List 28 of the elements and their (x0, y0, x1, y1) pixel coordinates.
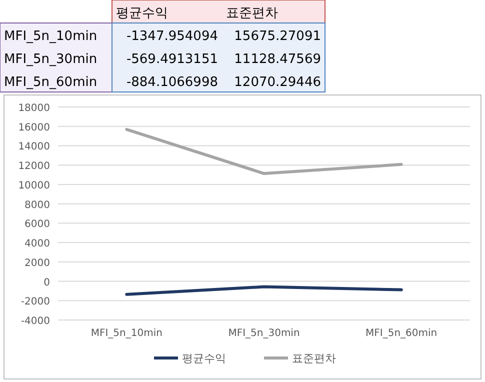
legend-label: 표준편차 (292, 352, 336, 365)
y-tick-label: 16000 (18, 122, 50, 134)
category-label: MFI_5n_10min (4, 29, 98, 44)
y-tick-label: 0 (44, 277, 50, 288)
x-tick-label: MFI_5n_60min (366, 328, 438, 339)
y-tick-label: -4000 (20, 316, 50, 327)
data-label: 15675.27091 (234, 29, 321, 44)
data-label: -884.1066998 (126, 75, 218, 90)
data-label: -569.4913151 (126, 52, 218, 67)
legend-label: 평균수익 (182, 352, 226, 365)
data-label: 11128.47569 (234, 52, 321, 67)
y-tick-label: 12000 (18, 161, 50, 172)
y-tick-label: 18000 (18, 103, 50, 114)
category-label: MFI_5n_60min (4, 75, 98, 90)
y-tick-label: 8000 (24, 200, 50, 211)
data-label: 12070.29446 (234, 75, 321, 90)
y-tick-label: 2000 (24, 258, 50, 269)
y-tick-label: 10000 (18, 180, 50, 192)
y-tick-label: 14000 (18, 142, 50, 153)
y-tick-label: 6000 (24, 219, 50, 230)
y-tick-label: 4000 (24, 238, 50, 250)
text: 표준편차 (226, 6, 278, 21)
series-label: 평균수익 (116, 6, 168, 21)
data-label: -1347.954094 (126, 29, 218, 44)
y-tick-label: -2000 (20, 296, 50, 308)
x-tick-label: MFI_5n_10min (90, 328, 162, 339)
category-label: MFI_5n_30min (4, 52, 98, 67)
x-tick-label: MFI_5n_30min (228, 328, 300, 339)
